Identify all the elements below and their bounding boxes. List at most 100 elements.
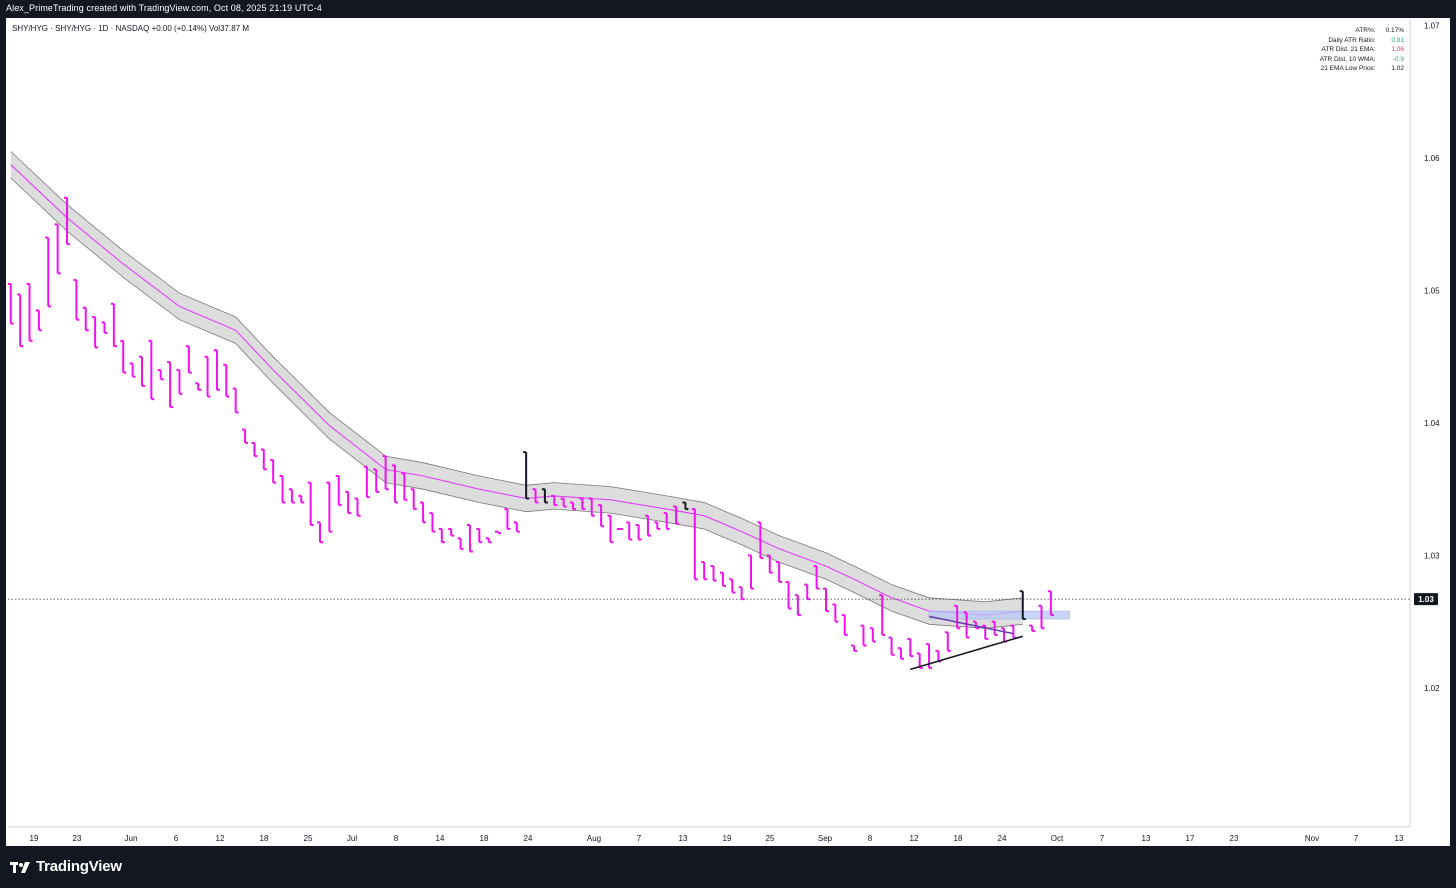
ohlc-bar xyxy=(888,636,895,656)
last-price-tag-label: 1.03 xyxy=(1418,595,1434,604)
ohlc-bar xyxy=(73,278,80,321)
y-tick-label: 1.06 xyxy=(1424,154,1440,163)
ohlc-bar xyxy=(879,594,886,636)
trendlines[interactable] xyxy=(910,615,1023,671)
x-tick-label: Aug xyxy=(587,834,601,843)
ohlc-bar xyxy=(626,521,633,541)
chart-frame xyxy=(6,18,1450,846)
info-row: 21 EMA Low Price: 1.02 xyxy=(1318,64,1406,74)
ohlc-bar xyxy=(345,490,352,515)
ohlc-bar xyxy=(279,474,286,504)
ohlc-bar xyxy=(176,369,183,395)
ohlc-bar xyxy=(420,501,427,524)
info-value: -0.9 xyxy=(1392,55,1404,63)
ohlc-bar xyxy=(701,561,708,581)
ohlc-bar xyxy=(485,537,492,544)
x-tick-label: Oct xyxy=(1051,834,1064,843)
ohlc-bar xyxy=(45,236,52,308)
ohlc-bar xyxy=(822,587,829,613)
x-tick-label: 24 xyxy=(524,834,533,843)
x-tick-label: 23 xyxy=(73,834,82,843)
x-tick-label: 13 xyxy=(679,834,688,843)
ohlc-bar xyxy=(991,620,998,636)
ohlc-bar xyxy=(757,521,764,560)
x-tick-label: 6 xyxy=(174,834,179,843)
info-row: Daily ATR Ratio: 0.81 xyxy=(1318,36,1406,46)
x-tick-label: 8 xyxy=(394,834,399,843)
ohlc-bar xyxy=(944,631,951,652)
y-tick-label: 1.05 xyxy=(1424,287,1440,296)
ohlc-bar xyxy=(663,512,670,530)
x-tick-label: 19 xyxy=(723,834,732,843)
ohlc-bar xyxy=(523,451,530,500)
ohlc-bar xyxy=(579,497,586,511)
tradingview-logo-icon xyxy=(10,859,32,875)
x-tick-label: 13 xyxy=(1142,834,1151,843)
ema-21-line xyxy=(10,164,1023,616)
trendline[interactable] xyxy=(928,615,1014,635)
ohlc-bar xyxy=(907,637,914,658)
ohlc-bar xyxy=(710,565,717,582)
ohlc-bar xyxy=(195,382,202,391)
ema-band xyxy=(10,151,1023,629)
ohlc-bar xyxy=(776,561,783,583)
x-tick-label: 18 xyxy=(954,834,963,843)
ohlc-bar xyxy=(748,554,755,590)
y-tick-label: 1.04 xyxy=(1424,419,1440,428)
info-value: 1.02 xyxy=(1391,65,1404,72)
x-tick-label: Jun xyxy=(125,834,138,843)
ohlc-bar xyxy=(954,604,961,630)
trendline[interactable] xyxy=(910,635,1023,671)
x-tick-label: 7 xyxy=(1354,834,1359,843)
support-zone xyxy=(928,610,1070,620)
ohlc-bar xyxy=(401,472,408,501)
ohlc-chart[interactable]: 1.02 1.03 1.04 1.05 1.06 1.07 1.03 19 23 Jun 6 12 18… xyxy=(0,0,1456,846)
x-tick-label: Jul xyxy=(347,834,357,843)
ohlc-bar xyxy=(841,614,848,636)
ohlc-bar xyxy=(354,497,361,517)
ohlc-bar xyxy=(719,571,726,587)
ohlc-bar xyxy=(869,627,876,643)
ohlc-bar xyxy=(513,521,520,533)
tradingview-logo[interactable]: TradingView xyxy=(10,858,122,875)
ohlc-bar xyxy=(307,481,314,526)
ohlc-bar xyxy=(644,514,651,537)
support-zone-rect[interactable] xyxy=(928,610,1070,620)
ohlc-bar xyxy=(495,530,502,534)
info-label: ATR Dist. 10 WMA: xyxy=(1319,55,1376,63)
last-price-tag: 1.03 xyxy=(1414,593,1438,606)
ohlc-bar xyxy=(64,196,71,246)
axes: 1.02 1.03 1.04 1.05 1.06 1.07 1.03 19 23 Jun 6 12 18… xyxy=(8,19,1440,843)
footer-bar: TradingView xyxy=(0,846,1456,888)
ohlc-bar xyxy=(504,508,511,530)
ohlc-bar xyxy=(598,504,605,528)
x-tick-label: 25 xyxy=(766,834,775,843)
ohlc-bar xyxy=(635,523,642,541)
ohlc-bar xyxy=(148,339,155,401)
ohlc-bar xyxy=(972,620,979,630)
ohlc-bar xyxy=(860,624,867,647)
ohlc-bar xyxy=(260,448,267,471)
ohlc-bar xyxy=(54,223,61,275)
x-tick-label: 17 xyxy=(1186,834,1195,843)
ohlc-bar xyxy=(326,481,333,533)
ohlc-bar xyxy=(167,361,174,409)
ohlc-bar xyxy=(673,505,680,525)
ohlc-bar xyxy=(738,586,745,601)
symbol-legend[interactable]: SHY/HYG · SHY/HYG · 1D · NASDAQ +0.00 (+… xyxy=(12,24,249,33)
header-caption: Alex_PrimeTrading created with TradingVi… xyxy=(6,3,322,13)
info-row: ATR%: 0.17% xyxy=(1318,26,1406,36)
x-tick-label: 24 xyxy=(998,834,1007,843)
ohlc-bar xyxy=(916,652,923,670)
ohlc-bar xyxy=(382,455,389,491)
x-tick-label: 8 xyxy=(868,834,873,843)
x-tick-label: 23 xyxy=(1230,834,1239,843)
x-tick-label: 25 xyxy=(304,834,313,843)
ohlc-bar xyxy=(1029,624,1036,632)
info-label: ATR Dist. 21 EMA: xyxy=(1321,46,1376,53)
last-price-tag-bg xyxy=(1414,593,1438,606)
y-tick-label: 1.03 xyxy=(1424,551,1440,560)
ohlc-bar xyxy=(288,488,295,504)
ohlc-bar xyxy=(804,583,811,601)
ohlc-bar xyxy=(532,488,539,504)
